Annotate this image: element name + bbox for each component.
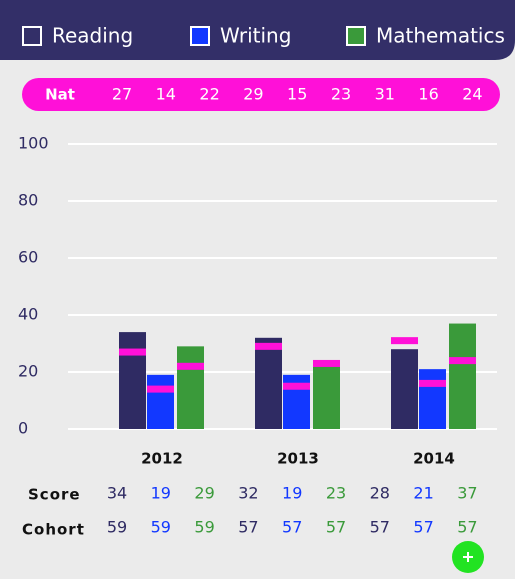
- x-tick-label: 2012: [141, 450, 183, 468]
- cohort-value: 59: [151, 518, 171, 537]
- cohort-value: 59: [107, 518, 127, 537]
- legend-checkbox[interactable]: [22, 26, 42, 46]
- add-icon[interactable]: [463, 552, 473, 562]
- score-value: 34: [107, 484, 127, 503]
- bar: [419, 369, 446, 429]
- nat-value: 16: [418, 85, 438, 104]
- bar: [255, 337, 282, 429]
- bar: [119, 332, 146, 429]
- x-tick-label: 2014: [413, 450, 455, 468]
- cohort-value: 57: [370, 518, 390, 537]
- legend-label[interactable]: Reading: [52, 24, 133, 48]
- nat-value: 23: [331, 85, 351, 104]
- cohort-value: 57: [238, 518, 258, 537]
- nat-marker: [147, 385, 174, 393]
- score-value: 37: [457, 484, 477, 503]
- x-tick-label: 2013: [277, 450, 319, 468]
- nat-marker: [177, 362, 204, 370]
- nat-value: 29: [243, 85, 263, 104]
- nat-marker: [391, 337, 418, 345]
- nat-value: 24: [462, 85, 482, 104]
- nat-marker: [119, 348, 146, 356]
- score-label: Score: [28, 486, 81, 504]
- score-value: 28: [370, 484, 390, 503]
- score-value: 32: [238, 484, 258, 503]
- nat-marker: [419, 379, 446, 387]
- nat-value: 14: [156, 85, 176, 104]
- cohort-value: 57: [282, 518, 302, 537]
- bar: [449, 323, 476, 429]
- add-button[interactable]: [452, 541, 484, 573]
- cohort-value: 59: [194, 518, 214, 537]
- nat-value: 15: [287, 85, 307, 104]
- cohort-value: 57: [457, 518, 477, 537]
- legend-checkbox[interactable]: [346, 26, 366, 46]
- score-value: 23: [326, 484, 346, 503]
- bar: [147, 374, 174, 429]
- bar: [391, 349, 418, 429]
- nat-marker: [313, 359, 340, 367]
- cohort-value: 57: [413, 518, 433, 537]
- legend-checkbox[interactable]: [190, 26, 210, 46]
- nat-value: 22: [199, 85, 219, 104]
- nat-label: Nat: [45, 86, 75, 104]
- y-tick-label: 40: [18, 305, 38, 324]
- nat-marker: [449, 357, 476, 365]
- nat-marker: [255, 342, 282, 350]
- nat-value: 27: [112, 85, 132, 104]
- legend-label[interactable]: Mathematics: [376, 24, 505, 48]
- y-tick-label: 0: [18, 419, 28, 438]
- bar: [313, 363, 340, 429]
- nat-pill: [22, 78, 500, 111]
- cohort-value: 57: [326, 518, 346, 537]
- score-value: 29: [194, 484, 214, 503]
- score-value: 21: [413, 484, 433, 503]
- cohort-label: Cohort: [22, 521, 85, 539]
- score-value: 19: [282, 484, 302, 503]
- y-tick-label: 100: [18, 134, 49, 153]
- legend-label[interactable]: Writing: [220, 24, 291, 48]
- bar: [177, 346, 204, 429]
- y-tick-label: 60: [18, 248, 38, 267]
- y-tick-label: 80: [18, 191, 38, 210]
- score-value: 19: [151, 484, 171, 503]
- y-tick-label: 20: [18, 362, 38, 381]
- header-bar: [0, 0, 515, 60]
- nat-value: 31: [375, 85, 395, 104]
- nat-marker: [283, 382, 310, 390]
